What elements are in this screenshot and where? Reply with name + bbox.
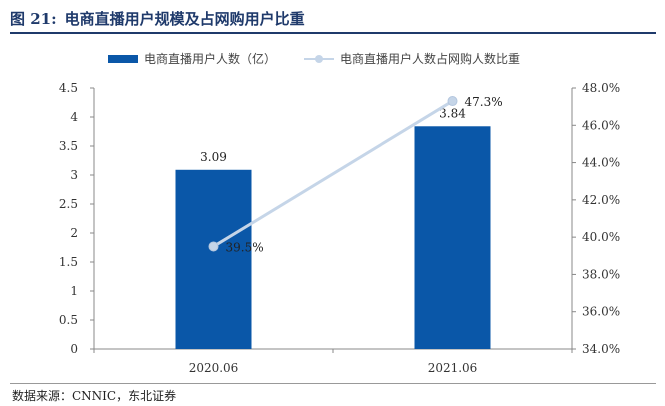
line-point <box>208 241 219 252</box>
y-right-tick-label: 46.0% <box>582 118 620 132</box>
legend-label-line: 电商直播用户人数占网购人数比重 <box>340 52 521 66</box>
figure-number: 图 21: <box>10 10 57 28</box>
figure-title-text: 电商直播用户规模及占网购用户比重 <box>64 10 305 28</box>
y-right-tick-label: 38.0% <box>582 267 620 281</box>
bar-data-label: 3.84 <box>439 106 466 120</box>
line-series <box>212 99 454 248</box>
title-rule <box>10 32 656 34</box>
line-data-label: 47.3% <box>465 95 503 109</box>
legend-swatch-line <box>304 54 335 64</box>
legend-item-bar: 电商直播用户人数（亿） <box>108 50 276 67</box>
y-left-tick-label: 2 <box>70 226 78 240</box>
y-right-tick-label: 42.0% <box>582 193 620 207</box>
bottom-rule <box>10 383 656 384</box>
bar <box>414 126 491 349</box>
legend-item-line: 电商直播用户人数占网购人数比重 <box>304 50 520 67</box>
y-left-tick-label: 3.5 <box>59 139 78 153</box>
y-left-tick-label: 1 <box>70 284 78 298</box>
y-right-tick-label: 48.0% <box>582 81 620 95</box>
y-right-tick-label: 36.0% <box>582 305 620 319</box>
y-left-tick-label: 0.5 <box>59 313 78 327</box>
legend-swatch-bar <box>108 54 138 63</box>
y-left-tick-label: 1.5 <box>59 255 78 269</box>
y-right-tick-label: 40.0% <box>582 230 620 244</box>
y-left-tick-label: 3 <box>70 168 78 182</box>
y-left-tick-label: 4 <box>70 110 78 124</box>
y-right-tick-label: 34.0% <box>582 342 620 356</box>
chart-legend: 电商直播用户人数（亿） 电商直播用户人数占网购人数比重 <box>108 50 548 67</box>
line-data-label: 39.5% <box>226 240 264 254</box>
x-tick-label: 2020.06 <box>189 361 239 375</box>
y-left-tick-label: 0 <box>70 342 78 356</box>
figure-title: 图 21: 电商直播用户规模及占网购用户比重 <box>10 8 313 29</box>
y-left-tick-label: 4.5 <box>59 81 78 95</box>
source-note: 数据来源：CNNIC，东北证券 <box>12 389 177 403</box>
line-point <box>447 96 458 107</box>
legend-label-bar: 电商直播用户人数（亿） <box>144 52 277 66</box>
y-left-tick-label: 2.5 <box>59 197 78 211</box>
bar-data-label: 3.09 <box>200 150 227 164</box>
bar <box>175 169 252 349</box>
x-tick-label: 2021.06 <box>428 361 478 375</box>
y-right-tick-label: 44.0% <box>582 156 620 170</box>
